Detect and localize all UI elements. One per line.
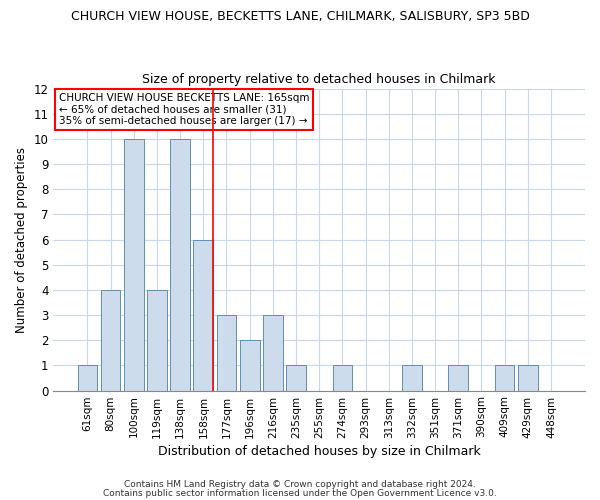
Bar xyxy=(101,290,121,390)
Bar xyxy=(193,240,213,390)
Bar xyxy=(495,366,514,390)
Bar xyxy=(402,366,422,390)
Text: CHURCH VIEW HOUSE, BECKETTS LANE, CHILMARK, SALISBURY, SP3 5BD: CHURCH VIEW HOUSE, BECKETTS LANE, CHILMA… xyxy=(71,10,529,23)
Bar xyxy=(147,290,167,390)
Text: CHURCH VIEW HOUSE BECKETTS LANE: 165sqm
← 65% of detached houses are smaller (31: CHURCH VIEW HOUSE BECKETTS LANE: 165sqm … xyxy=(59,93,309,126)
Bar xyxy=(77,366,97,390)
Text: Contains HM Land Registry data © Crown copyright and database right 2024.: Contains HM Land Registry data © Crown c… xyxy=(124,480,476,489)
Bar xyxy=(124,139,143,390)
X-axis label: Distribution of detached houses by size in Chilmark: Distribution of detached houses by size … xyxy=(158,444,481,458)
Bar xyxy=(170,139,190,390)
Bar xyxy=(286,366,306,390)
Bar xyxy=(332,366,352,390)
Bar xyxy=(240,340,260,390)
Text: Contains public sector information licensed under the Open Government Licence v3: Contains public sector information licen… xyxy=(103,488,497,498)
Bar xyxy=(448,366,468,390)
Bar xyxy=(518,366,538,390)
Y-axis label: Number of detached properties: Number of detached properties xyxy=(15,146,28,332)
Bar xyxy=(217,315,236,390)
Bar xyxy=(263,315,283,390)
Title: Size of property relative to detached houses in Chilmark: Size of property relative to detached ho… xyxy=(142,73,496,86)
